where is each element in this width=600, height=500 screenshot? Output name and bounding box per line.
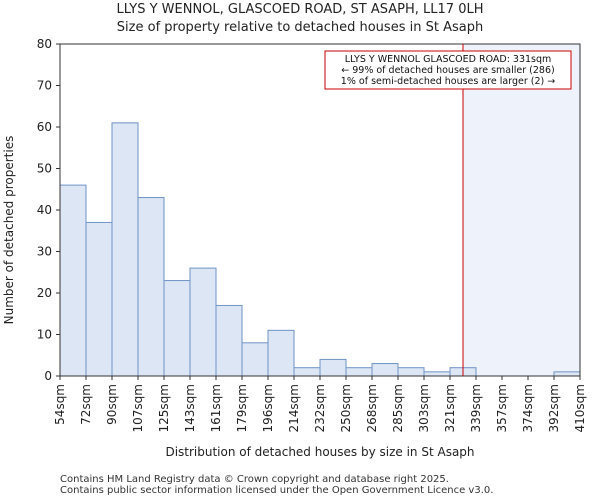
y-tick-label: 40 bbox=[37, 203, 52, 217]
x-tick-label: 107sqm bbox=[131, 384, 145, 432]
x-tick-label: 72sqm bbox=[79, 384, 93, 425]
bar bbox=[293, 367, 321, 377]
y-tick-label: 50 bbox=[37, 162, 52, 176]
x-tick-label: 179sqm bbox=[235, 384, 249, 432]
x-tick-label: 196sqm bbox=[261, 384, 275, 432]
bar bbox=[163, 280, 191, 377]
y-tick-label: 20 bbox=[37, 286, 52, 300]
x-tick-label: 214sqm bbox=[287, 384, 301, 432]
x-tick-label: 339sqm bbox=[469, 384, 483, 432]
footer-licence: Contains public sector information licen… bbox=[60, 485, 494, 496]
bar bbox=[319, 358, 347, 377]
bar bbox=[423, 371, 451, 377]
x-tick-label: 90sqm bbox=[105, 384, 119, 425]
bar bbox=[85, 221, 113, 377]
x-tick-label: 285sqm bbox=[391, 384, 405, 432]
y-tick-label: 80 bbox=[37, 37, 52, 51]
footer-copyright: Contains HM Land Registry data © Crown c… bbox=[60, 474, 449, 485]
x-tick-label: 392sqm bbox=[547, 384, 561, 432]
highlight-region bbox=[463, 44, 580, 376]
y-tick-label: 10 bbox=[37, 328, 52, 342]
chart-subtitle: Size of property relative to detached ho… bbox=[116, 20, 484, 35]
x-tick-label: 374sqm bbox=[521, 384, 535, 432]
histogram-chart: 0 10 20 30 40 50 60 70 80 54sqm 72sqm 90sqm 107sqm 12… bbox=[2, 37, 587, 459]
x-tick-label: 250sqm bbox=[339, 384, 353, 432]
x-tick-label: 232sqm bbox=[313, 384, 327, 432]
bar bbox=[371, 363, 399, 377]
y-axis-label: Number of detached properties bbox=[2, 136, 16, 325]
x-tick-label: 321sqm bbox=[443, 384, 457, 432]
bar bbox=[189, 267, 217, 377]
x-tick-label: 143sqm bbox=[183, 384, 197, 432]
x-tick-label: 161sqm bbox=[209, 384, 223, 432]
chart-title: LLYS Y WENNOL, GLASCOED ROAD, ST ASAPH, … bbox=[116, 2, 484, 17]
bar bbox=[267, 329, 295, 377]
x-axis-label: Distribution of detached houses by size … bbox=[165, 445, 474, 459]
y-tick-label: 70 bbox=[37, 79, 52, 93]
x-tick-label: 357sqm bbox=[495, 384, 509, 432]
x-tick-label: 54sqm bbox=[53, 384, 67, 425]
y-tick-label: 30 bbox=[37, 245, 52, 259]
annotation-line: ← 99% of detached houses are smaller (28… bbox=[341, 65, 554, 76]
bar bbox=[215, 304, 243, 377]
bar bbox=[397, 367, 425, 377]
annotation-box bbox=[324, 50, 572, 90]
bar bbox=[241, 342, 269, 377]
bar bbox=[553, 371, 581, 377]
y-tick-label: 0 bbox=[44, 369, 52, 383]
y-tick-label: 60 bbox=[37, 120, 52, 134]
bar bbox=[111, 122, 139, 377]
x-tick-label: 410sqm bbox=[573, 384, 587, 432]
annotation-line: 1% of semi-detached houses are larger (2… bbox=[341, 76, 555, 87]
x-tick-label: 268sqm bbox=[365, 384, 379, 432]
bar bbox=[137, 197, 165, 377]
x-tick-label: 303sqm bbox=[417, 384, 431, 432]
x-tick-label: 125sqm bbox=[157, 384, 171, 432]
bar bbox=[345, 367, 373, 377]
annotation-line: LLYS Y WENNOL GLASCOED ROAD: 331sqm bbox=[345, 54, 552, 65]
bar bbox=[59, 184, 87, 377]
